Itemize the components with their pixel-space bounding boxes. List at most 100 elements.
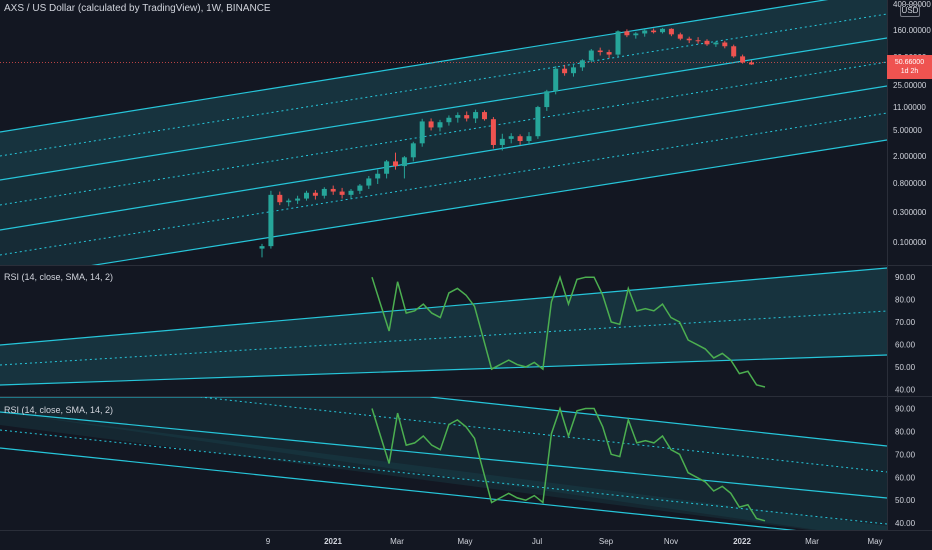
candle-body[interactable] [588,50,594,61]
candle-body[interactable] [401,157,407,167]
candle-body[interactable] [660,28,665,33]
time-axis-label: 9 [266,537,271,546]
candle-body[interactable] [615,31,621,55]
candle-body[interactable] [277,194,283,203]
currency-button[interactable]: USD [900,4,920,17]
candle-body[interactable] [686,38,692,41]
candle-body[interactable] [749,62,754,65]
candle-body[interactable] [651,30,657,33]
candle-body[interactable] [312,192,318,196]
candle-body[interactable] [268,194,274,247]
candle-body[interactable] [366,178,372,186]
rsi-axis-label: 50.00 [895,363,916,372]
candle-body[interactable] [579,60,585,68]
candle-body[interactable] [437,122,443,128]
rsi-axis-label: 60.00 [895,473,916,482]
candle-body[interactable] [428,121,434,128]
rsi2-channel-upper[interactable] [0,411,887,499]
candle-body[interactable] [304,192,309,199]
candle-body[interactable] [571,67,576,74]
rsi2-label[interactable]: RSI (14, close, SMA, 14, 2) [4,405,113,415]
candle-body[interactable] [562,68,568,74]
candle-body[interactable] [375,173,381,179]
rsi-axis-label: 40.00 [895,385,916,394]
candle-body[interactable] [393,161,398,167]
candle-body[interactable] [357,185,363,191]
candles-group[interactable] [259,28,755,258]
candle-body[interactable] [553,68,559,92]
candle-body[interactable] [731,46,737,57]
rsi-axis-label: 60.00 [895,340,916,349]
candle-body[interactable] [722,42,728,47]
rsi-axis-label: 90.00 [895,273,916,282]
candle-body[interactable] [490,119,496,145]
candle-body[interactable] [286,200,292,203]
rsi1-line[interactable] [371,274,766,388]
candle-body[interactable] [339,191,345,195]
price-axis-label: 5.00000 [893,126,922,135]
rsi1-label[interactable]: RSI (14, close, SMA, 14, 2) [4,272,113,282]
candle-body[interactable] [295,198,301,201]
candle-body[interactable] [642,30,648,34]
rsi-axis-label: 40.00 [895,519,916,528]
time-axis-label: May [867,537,882,546]
rsi2-channel-lower[interactable] [0,447,887,540]
candle-body[interactable] [419,121,425,144]
channel-line-lower[interactable] [0,85,887,231]
channel-line-upper[interactable] [0,37,887,181]
rsi1-channel-dotted[interactable] [0,310,887,366]
rsi-axis-label: 70.00 [895,318,916,327]
candle-body[interactable] [384,161,390,174]
rsi2-dotted-1[interactable] [199,397,887,473]
rsi1-channel-bottom[interactable] [0,354,887,386]
candle-body[interactable] [740,56,746,63]
rsi2-fill-a [0,412,887,530]
candle-body[interactable] [704,40,710,45]
rsi2-dotted-2[interactable] [0,429,887,525]
candle-body[interactable] [446,117,452,123]
rsi-axis-label: 70.00 [895,450,916,459]
candle-body[interactable] [544,91,550,108]
candle-body[interactable] [633,33,639,36]
price-axis-label: 11.00000 [893,103,926,112]
symbol-title[interactable]: AXS / US Dollar (calculated by TradingVi… [4,3,271,14]
rsi1-axis[interactable]: 90.00 80.00 70.00 60.00 50.00 40.00 [895,273,916,394]
candle-body[interactable] [606,52,612,55]
candle-body[interactable] [410,143,416,158]
candle-body[interactable] [535,107,541,137]
candle-body[interactable] [499,138,505,145]
candle-body[interactable] [455,115,461,118]
candle-body[interactable] [321,188,327,196]
candle-body[interactable] [597,50,603,53]
price-axis-label: 0.300000 [893,208,927,217]
candle-body[interactable] [348,190,354,195]
candle-body[interactable] [677,34,683,39]
candle-body[interactable] [330,188,336,192]
candle-body[interactable] [526,136,532,142]
candle-body[interactable] [713,42,719,45]
candle-body[interactable] [482,112,487,120]
rsi2-axis[interactable]: 90.00 80.00 70.00 60.00 50.00 40.00 [895,404,916,528]
channel-fill-middle [0,38,887,230]
rsi2-channel-top[interactable] [429,397,887,447]
candle-body[interactable] [668,28,674,35]
price-axis-label: 160.00000 [893,26,931,35]
rsi2-line[interactable] [371,406,766,522]
candle-body[interactable] [517,136,523,142]
rsi-pane-2[interactable]: RSI (14, close, SMA, 14, 2) 90.00 80.00 70… [0,397,916,540]
candle-body[interactable] [259,246,265,249]
candle-body[interactable] [695,40,701,42]
time-axis[interactable]: 9 2021 Mar May Jul Sep Nov 2022 Mar May [266,537,883,546]
time-axis-label: 2022 [733,537,751,546]
price-pane[interactable]: 400.00000160.0000060.0000025.0000011.000… [0,0,931,280]
candle-body[interactable] [464,115,470,119]
rsi-pane-1[interactable]: RSI (14, close, SMA, 14, 2) 90.00 80.00 70… [0,267,916,394]
candle-body[interactable] [473,112,479,119]
channel-line-bottom[interactable] [0,139,887,280]
rsi-axis-label: 90.00 [895,404,916,413]
price-axis-label: 0.100000 [893,238,927,247]
candle-body[interactable] [624,31,630,36]
channel-line-top[interactable] [0,0,887,133]
candle-body[interactable] [508,136,514,139]
